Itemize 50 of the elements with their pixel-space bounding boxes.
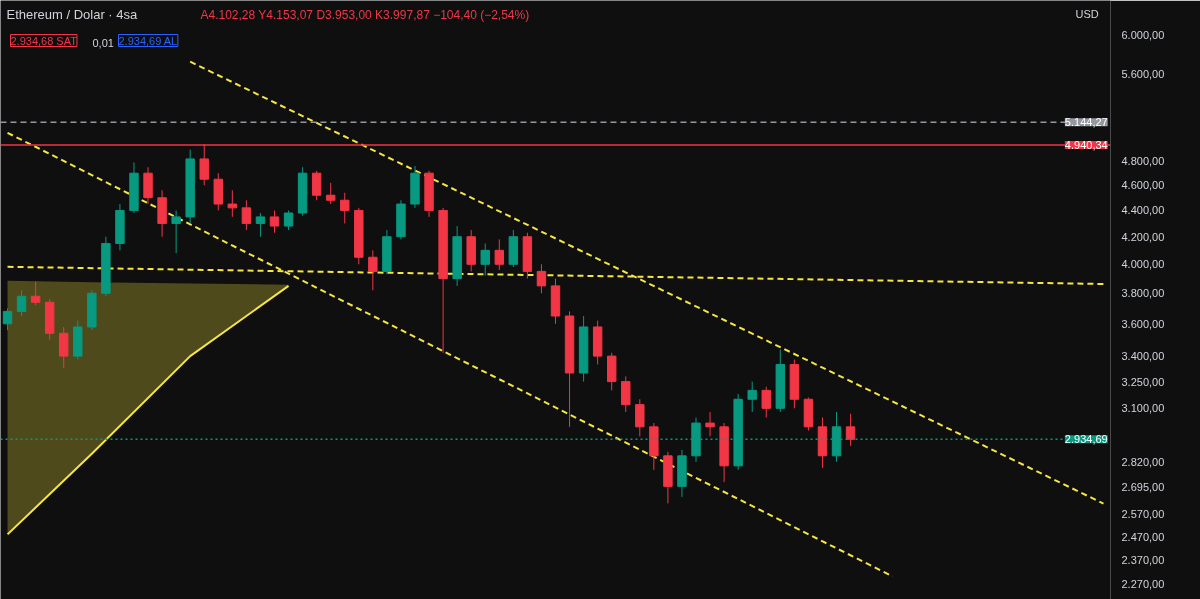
y-tick-label: 4.800,00 <box>1121 155 1165 168</box>
y-tick-label: 3.250,00 <box>1121 375 1165 388</box>
y-tick-label: 2.370,00 <box>1121 554 1165 567</box>
y-tick-label: 4.600,00 <box>1121 179 1165 192</box>
ref-line-label: 5.144,27 <box>1064 116 1108 129</box>
y-tick-label: 4.000,00 <box>1121 258 1165 271</box>
y-tick-label: 2.270,00 <box>1121 578 1165 591</box>
y-tick-label: 3.800,00 <box>1121 287 1165 300</box>
candlestick <box>325 182 336 205</box>
y-tick-label: 4.200,00 <box>1121 230 1165 243</box>
candlestick <box>59 326 69 369</box>
candlestick <box>621 375 631 413</box>
candlestick <box>283 209 294 231</box>
y-tick-label: 6.000,00 <box>1121 29 1165 42</box>
ref-line-label: 4.940,34 <box>1064 138 1108 151</box>
candlestick <box>16 289 27 317</box>
candlestick <box>536 263 547 294</box>
candlestick <box>227 189 238 218</box>
y-tick-label: 4.400,00 <box>1121 204 1165 217</box>
y-tick-label: 3.600,00 <box>1121 317 1165 330</box>
ref-line-label: 2.934,69 <box>1064 433 1108 446</box>
candlestick <box>30 280 41 306</box>
y-tick-label: 2.570,00 <box>1121 508 1165 521</box>
candlestick <box>311 170 322 201</box>
candlestick <box>705 411 715 437</box>
candlestick <box>368 249 378 291</box>
annotation: 2.934,68 SAT <box>10 34 78 47</box>
candlestick <box>171 209 181 254</box>
candlestick <box>747 381 757 413</box>
y-tick-label: 5.600,00 <box>1121 68 1165 81</box>
candlestick <box>761 386 771 418</box>
candlestick <box>2 307 13 331</box>
candlestick <box>340 192 350 224</box>
y-tick-label: 3.100,00 <box>1121 402 1165 415</box>
candlestick <box>635 398 645 437</box>
annotation: 2.934,69 AL <box>118 34 178 47</box>
candlestick <box>255 212 266 238</box>
y-tick-label: 2.695,00 <box>1121 481 1165 494</box>
text: Ethereum / Dolar · 4sa <box>6 6 139 22</box>
annotation: USD <box>1075 7 1099 20</box>
candlestick <box>494 238 505 271</box>
candlestick <box>269 209 280 234</box>
y-tick-label: 2.820,00 <box>1121 455 1165 468</box>
text: A4.102,28 Y4.153,07 D3.953,00 K3.997,87 −104,40 (−2,54%) <box>200 7 530 22</box>
y-tick-label: 3.400,00 <box>1121 350 1165 363</box>
candlestick <box>845 413 856 447</box>
candlestick <box>480 242 490 277</box>
annotation: 0,01 <box>92 36 114 49</box>
candlestick <box>241 199 252 231</box>
y-tick-label: 2.470,00 <box>1121 530 1165 543</box>
